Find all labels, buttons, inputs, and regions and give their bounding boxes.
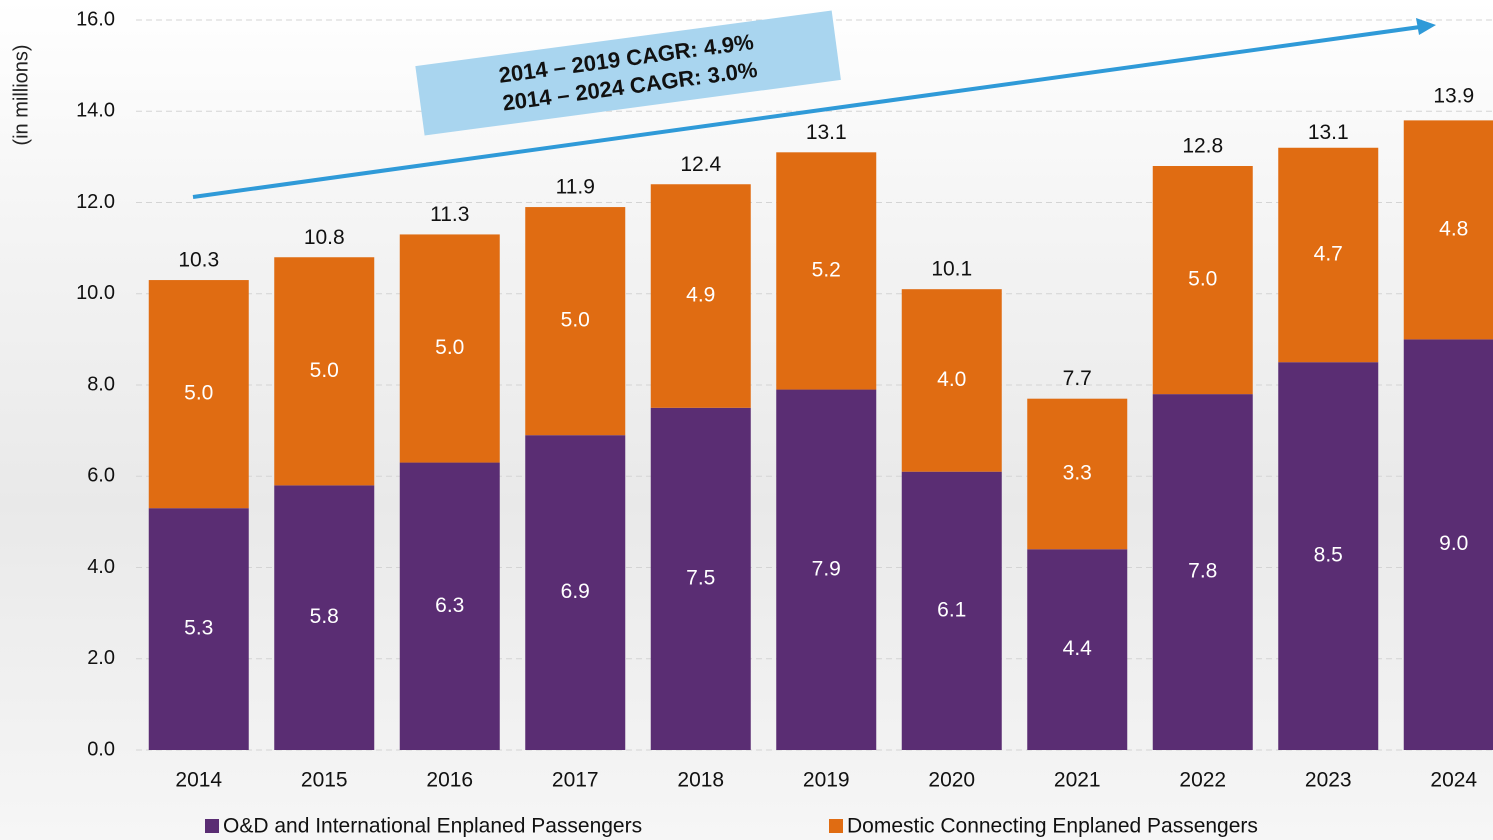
value-label: 6.3 xyxy=(435,594,464,617)
value-label: 7.8 xyxy=(1188,560,1217,583)
value-label: 4.0 xyxy=(937,368,966,391)
total-label: 13.9 xyxy=(1433,84,1474,107)
x-tick-label: 2017 xyxy=(552,769,599,792)
total-label: 13.1 xyxy=(806,121,847,144)
y-tick-label: 0.0 xyxy=(87,738,115,760)
value-label: 4.8 xyxy=(1439,217,1468,240)
total-label: 10.1 xyxy=(931,258,972,281)
value-label: 5.0 xyxy=(310,359,339,382)
page: {"chart_data": {"type": "stacked-bar", "… xyxy=(0,0,1493,840)
total-label: 7.7 xyxy=(1063,367,1092,390)
value-label: 5.0 xyxy=(435,336,464,359)
value-label: 6.1 xyxy=(937,598,966,621)
value-label: 7.5 xyxy=(686,566,715,589)
total-label: 11.3 xyxy=(430,203,469,226)
total-label: 11.9 xyxy=(556,176,595,199)
x-tick-label: 2014 xyxy=(175,769,222,792)
legend-swatch xyxy=(829,819,843,833)
y-tick-label: 14.0 xyxy=(76,100,115,122)
x-tick-label: 2018 xyxy=(677,769,724,792)
x-tick-label: 2015 xyxy=(301,769,348,792)
value-label: 5.8 xyxy=(310,605,339,628)
value-label: 5.2 xyxy=(812,258,841,281)
y-tick-label: 6.0 xyxy=(87,465,115,487)
value-label: 5.3 xyxy=(184,617,213,640)
x-tick-label: 2022 xyxy=(1179,769,1226,792)
value-label: 5.0 xyxy=(184,382,213,405)
x-tick-label: 2016 xyxy=(426,769,473,792)
total-label: 12.8 xyxy=(1182,135,1223,158)
y-tick-label: 12.0 xyxy=(76,191,115,213)
x-tick-label: 2023 xyxy=(1305,769,1352,792)
y-tick-label: 10.0 xyxy=(76,282,115,304)
y-tick-label: 4.0 xyxy=(87,556,115,578)
value-label: 4.4 xyxy=(1063,637,1093,660)
value-label: 3.3 xyxy=(1063,462,1092,485)
legend-label: Domestic Connecting Enplaned Passengers xyxy=(847,815,1258,838)
y-axis-label: (in millions) xyxy=(10,44,32,145)
value-label: 4.7 xyxy=(1314,243,1343,266)
value-label: 7.9 xyxy=(812,557,841,580)
value-label: 5.0 xyxy=(1188,268,1217,291)
total-label: 10.8 xyxy=(304,226,345,249)
y-tick-label: 16.0 xyxy=(76,8,115,30)
value-label: 6.9 xyxy=(561,580,590,603)
x-tick-label: 2019 xyxy=(803,769,850,792)
value-label: 5.0 xyxy=(561,309,590,332)
total-label: 12.4 xyxy=(680,153,721,176)
value-label: 8.5 xyxy=(1314,544,1343,567)
x-tick-label: 2020 xyxy=(928,769,975,792)
y-tick-label: 8.0 xyxy=(87,373,115,395)
legend-label: O&D and International Enplaned Passenger… xyxy=(223,815,642,838)
y-tick-label: 2.0 xyxy=(87,647,115,669)
total-label: 13.1 xyxy=(1308,121,1349,144)
x-tick-label: 2024 xyxy=(1430,769,1477,792)
x-tick-label: 2021 xyxy=(1054,769,1101,792)
value-label: 4.9 xyxy=(686,284,715,307)
total-label: 10.3 xyxy=(178,249,219,272)
legend-swatch xyxy=(205,819,219,833)
chart: (in millions) 0.0 2.0 4.0 6.0 8.0 10.0 12.0 14.… xyxy=(0,0,1493,840)
value-label: 9.0 xyxy=(1439,532,1468,555)
